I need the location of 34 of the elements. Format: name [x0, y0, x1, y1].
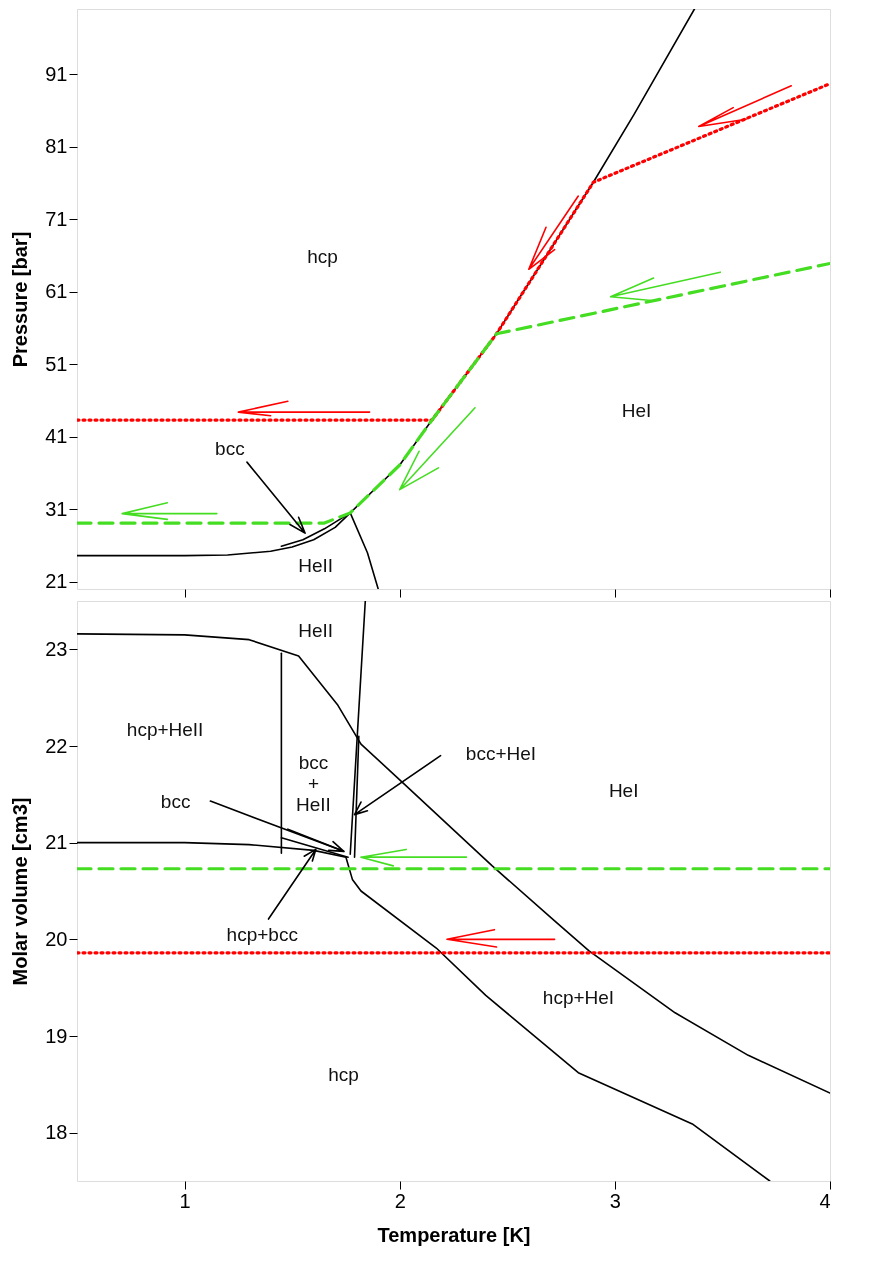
y-tick-label: 81 — [45, 135, 68, 158]
annotation: hcp — [328, 1064, 359, 1086]
annotation: bcc + HeII — [296, 752, 331, 816]
x-tick-label: 1 — [179, 1189, 191, 1212]
x-tick-label: 4 — [819, 1189, 831, 1212]
annotation: hcp — [307, 246, 338, 268]
y-tick-label: 31 — [45, 497, 68, 520]
annotation: HeI — [621, 399, 652, 421]
y-tick-label: 18 — [45, 1121, 68, 1144]
annotation: bcc — [215, 438, 245, 460]
x-tick-label: 3 — [609, 1189, 621, 1212]
y-tick-label: 61 — [45, 280, 68, 303]
x-tick-label: 2 — [394, 1189, 406, 1212]
y-tick-label: 21 — [45, 570, 68, 593]
y-tick-label: 19 — [45, 1024, 68, 1047]
x-axis-title: Temperature [K] — [377, 1223, 531, 1246]
y-axis-title: Molar volume [cm3] — [9, 797, 32, 986]
annotation: hcp+HeI — [542, 987, 615, 1009]
y-axis-title: Pressure [bar] — [9, 231, 32, 368]
annotation: HeI — [608, 779, 639, 801]
y-tick-label: 22 — [45, 734, 68, 757]
y-tick-label: 51 — [45, 352, 68, 375]
y-tick-label: 71 — [45, 207, 68, 230]
y-tick-label: 20 — [45, 927, 68, 950]
annotation: bcc — [160, 791, 191, 813]
y-tick-label: 23 — [45, 637, 68, 660]
annotation: HeII — [298, 620, 334, 642]
y-tick-label: 41 — [45, 425, 68, 448]
annotation: hcp+HeII — [126, 718, 204, 740]
annotation: HeII — [298, 555, 334, 577]
annotation: hcp+bcc — [226, 923, 298, 945]
y-tick-label: 91 — [45, 62, 68, 85]
y-tick-label: 21 — [45, 831, 68, 854]
annotation: bcc+HeI — [465, 742, 537, 764]
